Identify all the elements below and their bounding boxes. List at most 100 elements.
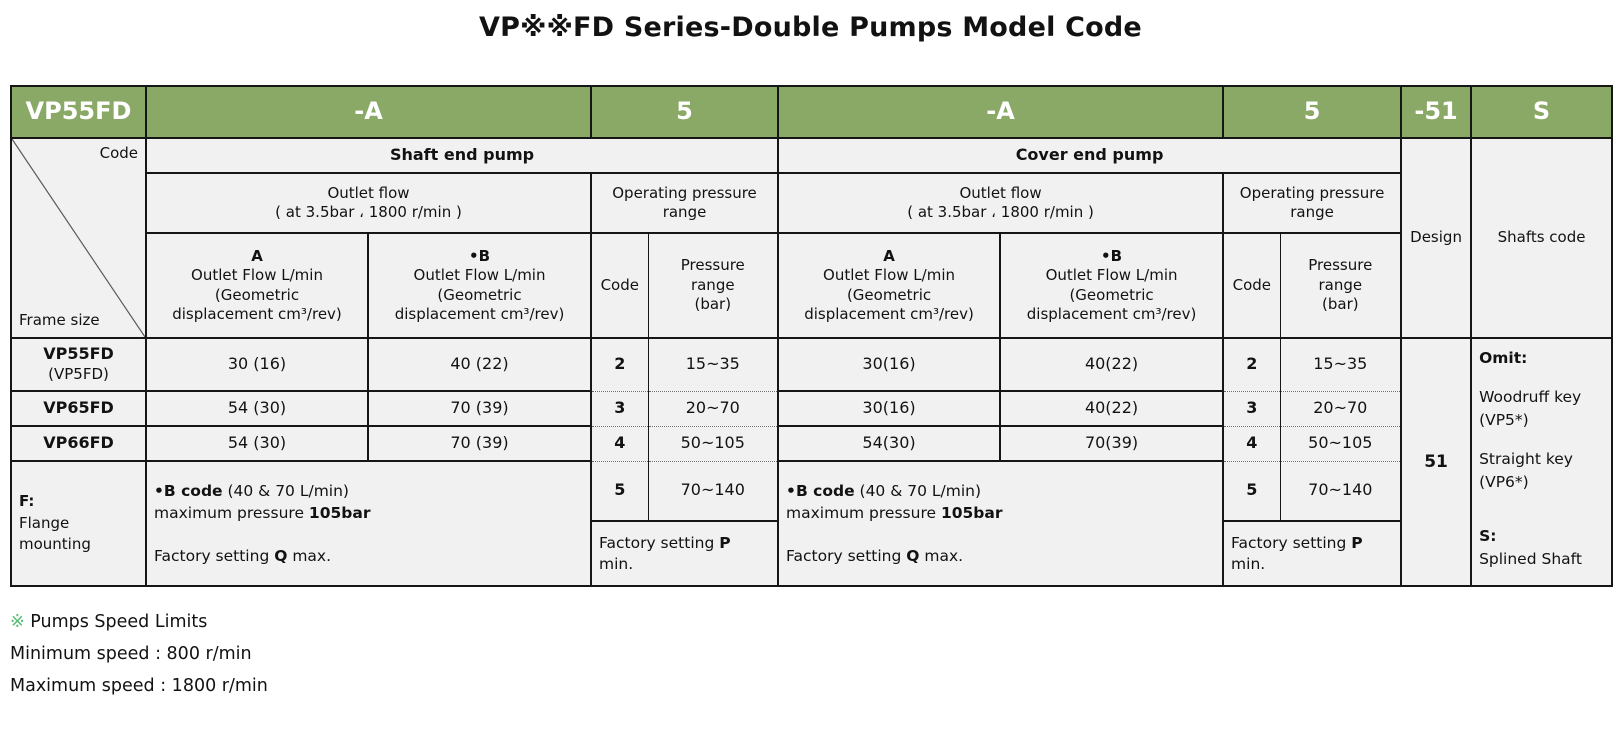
maxpressure-rest: maximum pressure: [154, 504, 309, 523]
footnotes: ※ Pumps Speed Limits Minimum speed : 800…: [10, 612, 268, 708]
factory-q-rest2: max.: [919, 546, 964, 565]
group-header-row: Outlet flow ( at 3.5bar ، 1800 r/min ) O…: [11, 172, 1612, 234]
straight-key-label: Straight key: [1479, 450, 1573, 469]
shaft-outlet-flow-header: Outlet flow ( at 3.5bar ، 1800 r/min ): [144, 172, 593, 234]
operating-pressure-label2: range: [662, 203, 707, 221]
shaft-range-value: 20~70: [647, 390, 780, 427]
factory-q-bold: Q: [274, 546, 288, 565]
shaft-code-value: 4: [590, 425, 649, 462]
outlet-flow-label: Outlet flow: [959, 183, 1042, 202]
pressure-line: range: [690, 275, 735, 294]
shaft-b-value: 70 (39): [366, 425, 593, 462]
mounting-desc: Flange: [19, 513, 70, 532]
factory-p-bold: P: [719, 534, 731, 553]
col-flow-line: displacement cm³/rev): [1026, 305, 1197, 323]
bcode-bold: •B code: [786, 481, 855, 500]
maxpressure-bold: 105bar: [940, 504, 1003, 523]
omit-label: Omit:: [1479, 349, 1528, 367]
factory-q-line: Factory setting Q max.: [154, 545, 586, 567]
maxpressure-line: maximum pressure 105bar: [786, 502, 1218, 524]
shaft-a-value: 30 (16): [145, 337, 369, 392]
col-flow-line: displacement cm³/rev): [394, 305, 565, 323]
shaft-code-value: 2: [590, 337, 649, 392]
factory-p-rest2: min.: [599, 554, 634, 573]
shaft-operating-pressure-header: Operating pressure range: [590, 172, 780, 234]
woodruff-key-models: (VP5*): [1479, 410, 1529, 429]
cover-b-value: 40(22): [999, 337, 1225, 392]
bcode-rest: (40 & 70 L/min): [222, 481, 349, 500]
shaft-code-value: 3: [590, 390, 649, 427]
model-code-shaft-pressure: 5: [590, 85, 780, 139]
col-flow-line: displacement cm³/rev): [804, 305, 974, 323]
design-header: Design: [1400, 137, 1473, 339]
shaft-bcode-note: •B code (40 & 70 L/min) maximum pressure…: [144, 460, 593, 587]
cover-range-value: 20~70: [1279, 390, 1403, 427]
frame-size-cell: VP65FD: [10, 390, 147, 427]
corner-code-label: Code: [99, 144, 138, 162]
table-row-factory-p: Factory setting P min. Factory setting P…: [11, 520, 1612, 587]
corner-cell: Code Frame size: [10, 137, 147, 339]
model-code-shafts: S: [1470, 85, 1614, 139]
col-a-title: A: [251, 246, 263, 265]
maxpressure-line: maximum pressure 105bar: [154, 502, 586, 524]
cover-b-value: 40(22): [999, 390, 1225, 427]
frame-name: VP55FD: [43, 344, 114, 364]
shafts-code-cell: Omit: Woodruff key (VP5*) Straight key (…: [1470, 337, 1614, 587]
shaft-range-value: 70~140: [647, 460, 780, 522]
shaft-range-value: 15~35: [647, 337, 780, 392]
mounting-code: F:: [19, 491, 35, 510]
shaft-col-a-header: A Outlet Flow L/min (Geometric displacem…: [145, 232, 369, 339]
factory-q-rest: Factory setting: [154, 546, 275, 565]
factory-q-bold: Q: [906, 546, 920, 565]
maxpressure-rest: maximum pressure: [786, 504, 941, 523]
operating-pressure-label: Operating pressure: [1239, 183, 1385, 202]
cover-pressure-range-header: Pressure range (bar): [1279, 232, 1403, 339]
col-flow-line: (Geometric: [1069, 285, 1154, 304]
shaft-b-value: 40 (22): [366, 337, 593, 392]
spacer: [154, 525, 586, 545]
operating-pressure-label: Operating pressure: [612, 183, 757, 202]
col-b-title: •B: [468, 246, 491, 265]
pressure-line: Pressure: [680, 256, 745, 275]
outlet-flow-label: Outlet flow: [327, 183, 410, 202]
model-code-cover-outlet: -A: [777, 85, 1225, 139]
splined-shaft-label: Splined Shaft: [1479, 549, 1582, 568]
woodruff-key-label: Woodruff key: [1479, 388, 1582, 407]
maxpressure-bold: 105bar: [308, 504, 371, 523]
col-flow-line: (Geometric: [437, 285, 522, 304]
shaft-a-value: 54 (30): [145, 390, 369, 427]
cover-a-value: 30(16): [777, 390, 1002, 427]
model-code-frame: VP55FD: [10, 85, 147, 139]
cover-operating-pressure-header: Operating pressure range: [1222, 172, 1403, 234]
shaft-code-header: Code: [590, 232, 649, 339]
pressure-line: (bar): [1322, 295, 1359, 314]
mounting-desc: mounting: [19, 535, 91, 554]
col-flow-line: Outlet Flow L/min: [823, 266, 955, 284]
cover-col-b-header: •B Outlet Flow L/min (Geometric displace…: [999, 232, 1225, 339]
mounting-cell: F: Flange mounting: [10, 460, 147, 587]
speed-limits-label: Pumps Speed Limits: [24, 612, 208, 632]
cover-b-value: 70(39): [999, 425, 1225, 462]
splined-code-label: S:: [1479, 527, 1497, 546]
page-title: VP※※FD Series-Double Pumps Model Code: [479, 12, 1142, 43]
frame-size-cell: VP66FD: [10, 425, 147, 462]
col-flow-line: Outlet Flow L/min: [191, 266, 323, 284]
factory-p-line: Factory setting P min.: [599, 533, 751, 573]
diagonal-divider: [12, 139, 145, 337]
outlet-flow-conditions: ( at 3.5bar ، 1800 r/min ): [275, 203, 462, 221]
pressure-line: Pressure: [1308, 256, 1373, 275]
model-code-shaft-outlet: -A: [144, 85, 593, 139]
factory-p-bold: P: [1351, 534, 1363, 553]
straight-key-models: (VP6*): [1479, 472, 1529, 491]
shaft-range-value: 50~105: [647, 425, 780, 462]
col-b-title: •B: [1101, 246, 1123, 265]
cover-range-value: 15~35: [1279, 337, 1403, 392]
minimum-speed-note: Minimum speed : 800 r/min: [10, 644, 252, 664]
cover-col-a-header: A Outlet Flow L/min (Geometric displacem…: [777, 232, 1002, 339]
table-row-code5: F: Flange mounting •B code (40 & 70 L/mi…: [10, 460, 1612, 587]
col-a-title: A: [883, 246, 895, 265]
shaft-end-pump-header: Shaft end pump: [144, 137, 780, 174]
bcode-bold: •B code: [154, 481, 223, 500]
cover-code-value: 3: [1222, 390, 1281, 427]
cover-a-value: 30(16): [777, 337, 1002, 392]
